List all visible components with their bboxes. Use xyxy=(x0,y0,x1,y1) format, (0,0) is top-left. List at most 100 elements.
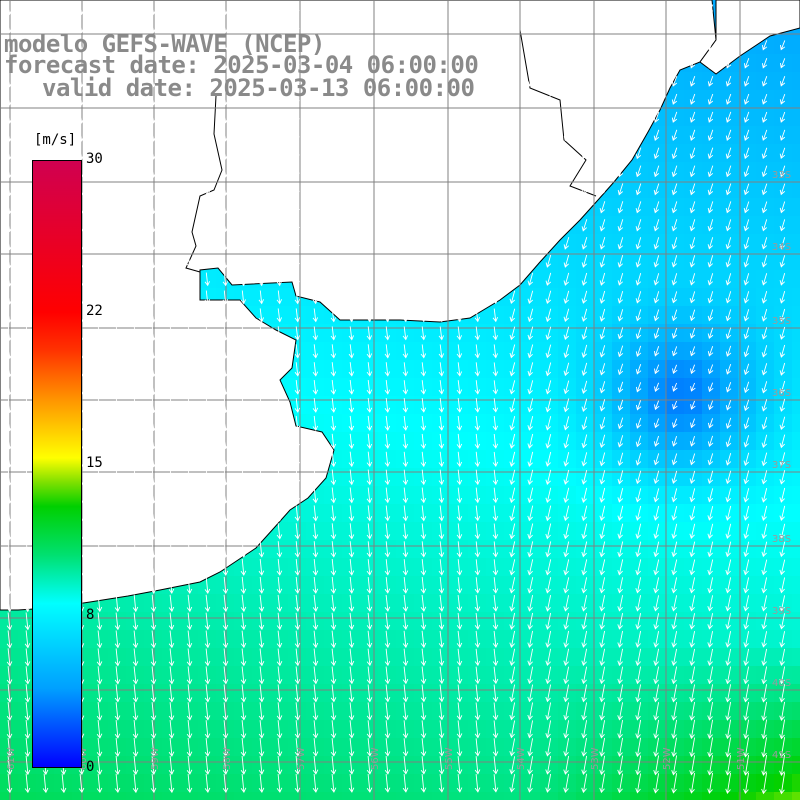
wind-arrow xyxy=(366,666,373,685)
wind-arrow xyxy=(402,290,409,305)
wind-arrow xyxy=(96,182,103,196)
wind-arrow xyxy=(402,559,409,576)
wind-arrow xyxy=(545,147,552,160)
wind-arrow xyxy=(132,379,139,395)
wind-arrow xyxy=(240,720,247,739)
wind-arrow xyxy=(276,4,282,15)
wind-arrow xyxy=(635,4,642,15)
wind-arrow xyxy=(653,470,660,485)
wind-arrow xyxy=(509,702,516,721)
wind-arrow xyxy=(240,362,247,377)
wind-cell xyxy=(756,792,774,800)
wind-arrow xyxy=(330,201,337,214)
wind-arrow xyxy=(671,577,678,594)
wind-arrow xyxy=(456,451,463,468)
wind-arrow xyxy=(330,344,337,359)
wind-arrow xyxy=(294,254,301,269)
wind-arrow xyxy=(563,380,570,395)
wind-arrow xyxy=(186,737,193,757)
wind-arrow xyxy=(438,594,445,612)
wind-arrow xyxy=(294,433,301,450)
wind-arrow xyxy=(258,183,264,196)
wind-arrow xyxy=(761,559,768,576)
wind-cell xyxy=(792,756,800,774)
wind-arrow xyxy=(492,398,499,413)
wind-arrow xyxy=(276,272,283,287)
wind-arrow xyxy=(186,630,193,649)
wind-arrow xyxy=(384,201,391,214)
wind-arrow xyxy=(545,595,552,612)
wind-arrow xyxy=(348,469,355,486)
wind-arrow xyxy=(348,594,355,612)
wind-arrow xyxy=(707,219,714,232)
wind-arrow xyxy=(276,362,283,377)
wind-arrow xyxy=(222,326,229,341)
wind-arrow xyxy=(24,737,31,757)
wind-arrow xyxy=(599,523,606,540)
wind-arrow xyxy=(527,630,534,648)
wind-arrow xyxy=(438,630,445,648)
wind-arrow xyxy=(24,21,30,34)
wind-arrow xyxy=(492,362,499,377)
wind-arrow xyxy=(312,630,319,649)
wind-arrow xyxy=(132,540,139,558)
wind-arrow xyxy=(779,737,786,758)
wind-arrow xyxy=(186,773,193,793)
wind-arrow xyxy=(761,327,768,340)
wind-arrow xyxy=(258,57,264,70)
wind-arrow xyxy=(312,648,319,667)
wind-arrow xyxy=(132,451,139,468)
wind-arrow xyxy=(114,684,121,703)
wind-arrow xyxy=(527,398,534,413)
wind-arrow xyxy=(24,272,31,287)
wind-arrow xyxy=(294,111,300,124)
wind-arrow xyxy=(240,648,247,667)
wind-arrow xyxy=(779,255,786,268)
wind-arrow xyxy=(743,470,750,485)
wind-arrow xyxy=(96,558,103,576)
land-area xyxy=(0,0,800,611)
wind-arrow xyxy=(653,488,660,503)
wind-arrow xyxy=(527,201,534,214)
wind-arrow xyxy=(779,272,786,286)
wind-arrow xyxy=(671,773,678,794)
wind-arrow xyxy=(132,361,139,377)
wind-cell xyxy=(792,648,800,666)
wind-arrow xyxy=(617,93,624,105)
wind-arrow xyxy=(474,595,481,612)
wind-arrow xyxy=(150,576,157,594)
wind-arrow xyxy=(438,290,445,305)
wind-arrow xyxy=(114,254,121,269)
wind-arrow xyxy=(168,182,175,196)
wind-arrow xyxy=(204,702,211,721)
wind-arrow xyxy=(545,93,552,105)
wind-arrow xyxy=(204,183,211,196)
wind-arrow xyxy=(258,254,265,269)
wind-arrow xyxy=(186,397,193,413)
wind-arrow xyxy=(456,22,462,33)
wind-arrow xyxy=(420,93,426,106)
wind-cell xyxy=(792,72,800,90)
wind-arrow xyxy=(276,93,282,106)
wind-arrow xyxy=(456,720,463,739)
wind-arrow xyxy=(366,4,372,15)
wind-arrow xyxy=(114,200,121,214)
colorbar xyxy=(32,160,82,768)
wind-arrow xyxy=(509,451,516,467)
wind-arrow xyxy=(348,487,355,504)
lat-label: 33S xyxy=(772,170,791,181)
wind-cell xyxy=(792,144,800,162)
wind-arrow xyxy=(671,346,678,357)
wind-arrow xyxy=(581,595,588,612)
wind-arrow xyxy=(402,39,408,51)
wind-arrow xyxy=(204,379,211,395)
wind-arrow xyxy=(689,595,696,612)
wind-arrow xyxy=(348,165,354,178)
wind-arrow xyxy=(420,720,427,739)
wind-arrow xyxy=(438,57,444,69)
wind-arrow xyxy=(402,147,408,160)
wind-arrow xyxy=(545,236,552,250)
wind-arrow xyxy=(150,200,157,214)
